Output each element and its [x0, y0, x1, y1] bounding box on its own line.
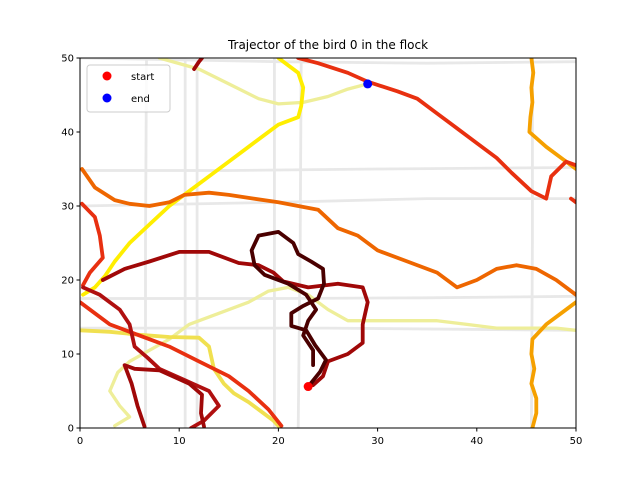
legend-end-marker — [102, 93, 112, 103]
trajectory-line — [81, 58, 306, 297]
y-tick-label: 20 — [61, 276, 74, 287]
marker-layer — [303, 79, 373, 392]
trajectory-line — [80, 166, 576, 172]
trajectory-line — [80, 167, 576, 297]
chart-title: Trajector of the bird 0 in the flock — [227, 38, 428, 52]
legend-start-marker — [102, 71, 112, 81]
trajectory-line — [569, 196, 576, 205]
trajectory-line — [157, 58, 370, 106]
y-tick-label: 10 — [61, 350, 74, 361]
trajectory-line — [80, 326, 576, 332]
trajectory-line — [122, 363, 206, 428]
trajectory-line — [81, 285, 221, 428]
y-tick-label: 0 — [68, 424, 74, 435]
legend: start end — [86, 64, 171, 113]
trajectory-line — [527, 58, 576, 171]
trajectory-line — [296, 58, 576, 201]
x-tick-label: 10 — [173, 436, 186, 447]
legend-end-label: end — [131, 94, 150, 105]
trajectory-line — [100, 250, 370, 387]
trajectory-line — [80, 197, 576, 208]
y-axis: 0 10 20 30 40 50 — [61, 54, 80, 435]
legend-start-label: start — [131, 72, 154, 83]
start-marker — [303, 382, 313, 392]
x-tick-label: 40 — [470, 436, 483, 447]
trajectory-line — [80, 201, 105, 288]
trajectory-line — [296, 58, 303, 428]
y-tick-label: 40 — [61, 128, 74, 139]
x-tick-label: 50 — [570, 436, 583, 447]
trajectory-line — [80, 294, 576, 300]
trajectory-line — [144, 58, 148, 428]
x-tick-label: 30 — [371, 436, 384, 447]
trajectory-line — [530, 58, 534, 428]
x-tick-label: 0 — [77, 436, 83, 447]
trajectory-line — [249, 230, 328, 389]
y-tick-label: 30 — [61, 202, 74, 213]
y-tick-label: 50 — [61, 54, 74, 65]
trajectory-line — [80, 58, 576, 65]
trajectory-line — [108, 285, 576, 428]
legend-box — [86, 64, 171, 113]
x-tick-label: 20 — [272, 436, 285, 447]
trajectory-line — [529, 300, 576, 428]
trajectory-line — [192, 58, 204, 71]
end-marker — [363, 79, 373, 89]
plot-frame — [79, 57, 577, 429]
trajectory-layer — [80, 58, 576, 428]
x-axis: 0 10 20 30 40 50 — [77, 428, 583, 447]
trajectory-line — [80, 300, 284, 428]
